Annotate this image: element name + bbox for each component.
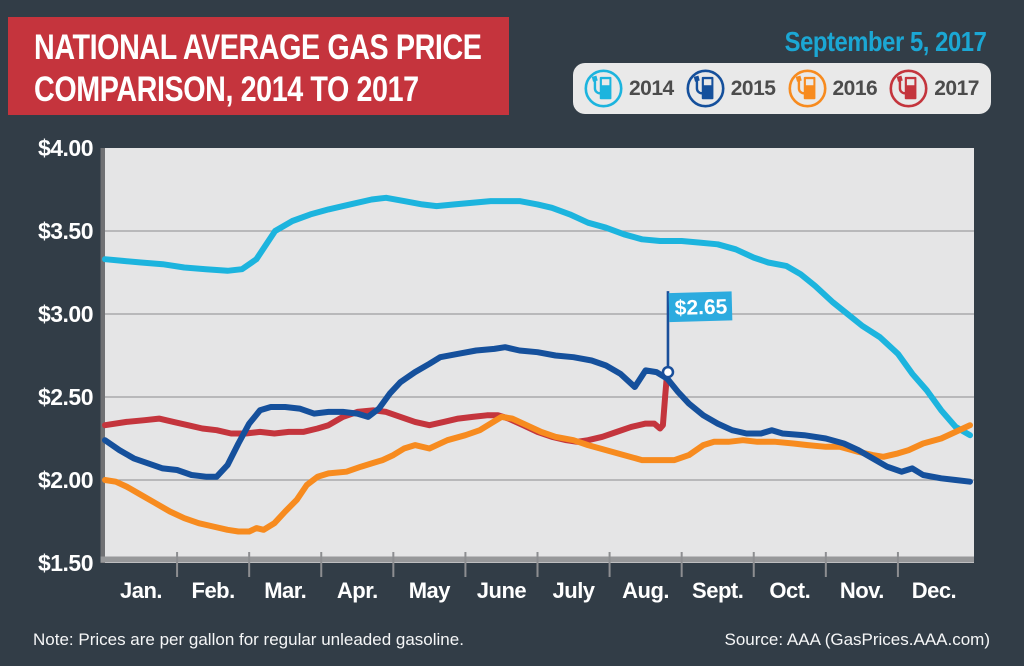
x-axis-label: Aug. [622,578,669,603]
y-axis-line [100,148,105,563]
callout-marker [661,365,675,379]
y-axis-label: $2.00 [38,467,93,493]
y-axis-label: $3.50 [38,218,93,244]
gas-pump-icon [787,69,827,108]
legend-item-2015: 2015 [685,68,776,109]
y-axis-label: $1.50 [38,550,93,576]
y-axis-label: $3.00 [38,301,93,327]
x-axis-label: Oct. [769,578,810,603]
x-axis-label: Dec. [912,578,956,603]
title-banner: NATIONAL AVERAGE GAS PRICE COMPARISON, 2… [8,17,509,115]
gas-pump-icon [584,69,623,108]
title-line-2: COMPARISON, 2014 TO 2017 [34,70,419,109]
callout-flag [668,291,733,323]
report-date: September 5, 2017 [784,26,986,57]
legend-year-label: 2014 [629,76,674,100]
x-axis-label: July [553,578,596,603]
title-line-1: NATIONAL AVERAGE GAS PRICE [34,28,482,67]
x-axis-label: Mar. [264,578,306,603]
line-2016 [102,413,973,535]
page-title: NATIONAL AVERAGE GAS PRICE COMPARISON, 2… [34,27,482,111]
line-2014 [102,194,973,439]
legend-year-label: 2015 [730,76,776,100]
line-2017 [102,369,671,445]
footnote: Note: Prices are per gallon for regular … [33,630,464,649]
plot-area [100,148,974,563]
x-axis-label: Feb. [192,578,235,603]
legend-year-label: 2016 [832,76,878,100]
callout-annotation: $2.65 [661,291,733,379]
x-axis-label: June [477,578,527,603]
legend-year-label: 2017 [934,76,979,100]
legend-item-2016: 2016 [787,68,878,109]
x-axis-label: Jan. [120,578,162,603]
legend-item-2017: 2017 [888,68,979,109]
line-2015 [102,344,973,485]
legend-item-2014: 2014 [583,68,674,109]
x-axis-label: Nov. [840,578,884,603]
source-credit: Source: AAA (GasPrices.AAA.com) [724,630,990,649]
x-axis-label: Sept. [692,578,743,603]
x-axis-label: May [409,578,452,603]
gas-pump-icon [686,69,725,108]
y-axis-label: $4.00 [38,135,93,161]
legend: 2014 2015 2016 2017 [573,63,991,114]
x-axis-label: Apr. [337,578,378,603]
gas-pump-icon [889,69,928,108]
callout-label: $2.65 [674,296,727,320]
y-axis-label: $2.50 [38,384,93,410]
